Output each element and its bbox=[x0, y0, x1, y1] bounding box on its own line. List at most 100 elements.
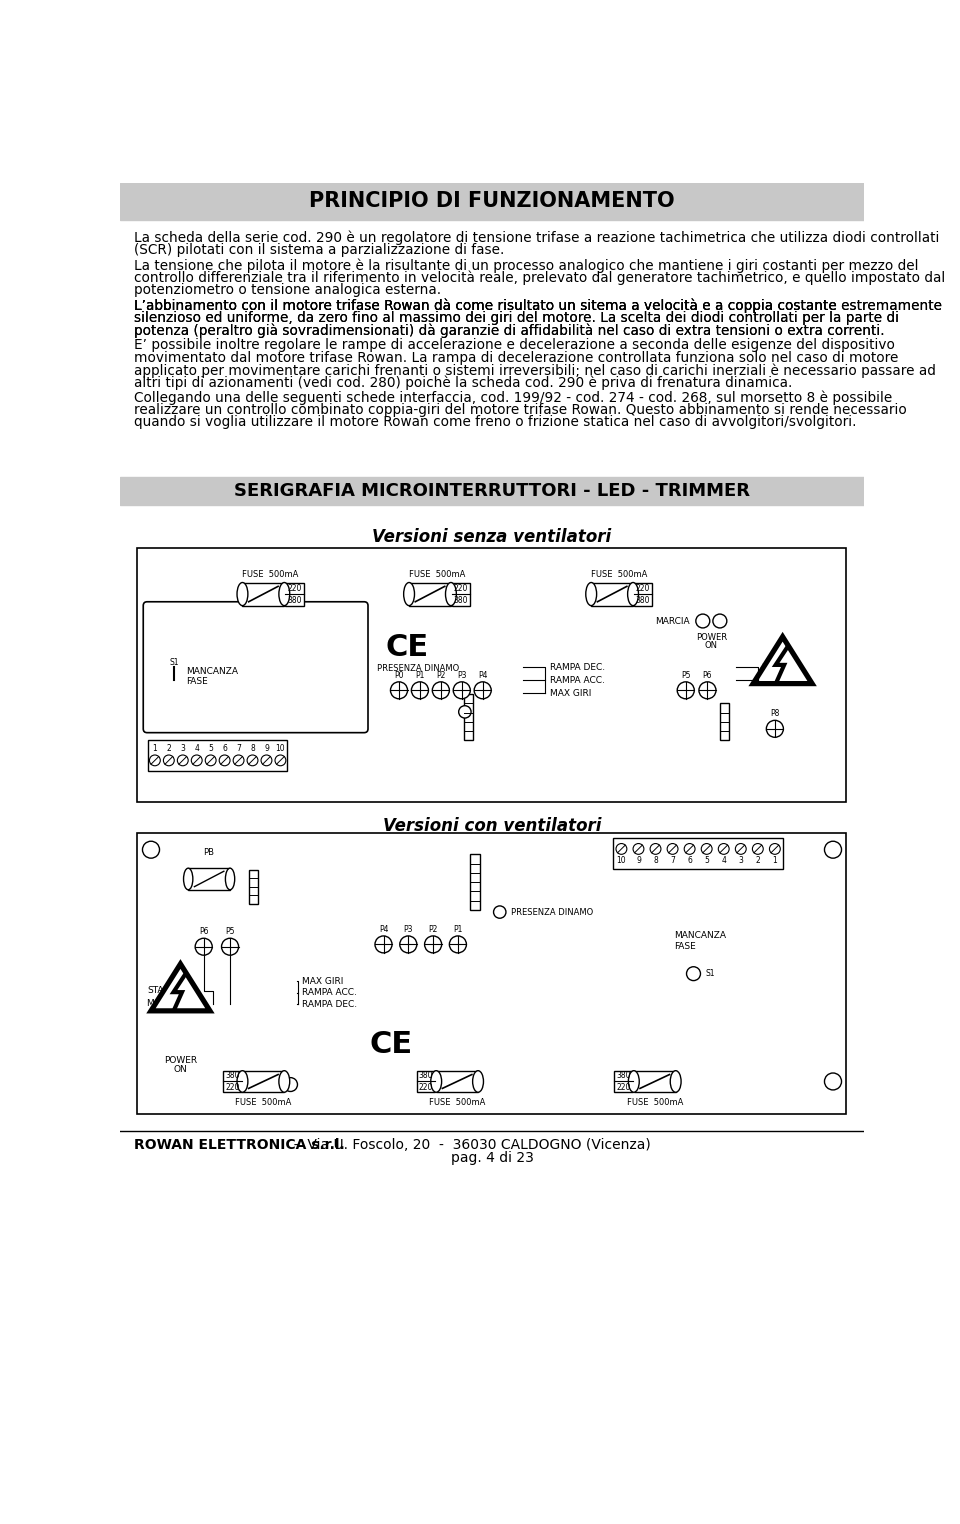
Text: MIN GIRI: MIN GIRI bbox=[761, 663, 801, 672]
Text: RAMPA DEC.: RAMPA DEC. bbox=[302, 1000, 357, 1009]
Text: quando si voglia utilizzare il motore Rowan come freno o frizione statica nel ca: quando si voglia utilizzare il motore Ro… bbox=[134, 416, 856, 430]
Circle shape bbox=[432, 681, 449, 700]
Text: 4: 4 bbox=[194, 744, 199, 753]
Bar bbox=[120, 183, 864, 219]
Circle shape bbox=[195, 939, 212, 956]
Text: 380: 380 bbox=[636, 596, 650, 605]
Text: pag. 4 di 23: pag. 4 di 23 bbox=[450, 1152, 534, 1166]
Ellipse shape bbox=[237, 1071, 248, 1093]
Circle shape bbox=[412, 681, 428, 700]
Ellipse shape bbox=[278, 1071, 290, 1093]
Text: MARCIA: MARCIA bbox=[240, 1081, 275, 1090]
Text: MIN GIRI: MIN GIRI bbox=[147, 1000, 185, 1009]
Text: P0: P0 bbox=[395, 671, 404, 680]
Bar bbox=[436, 1071, 478, 1093]
Text: P3: P3 bbox=[457, 671, 467, 680]
Text: 5: 5 bbox=[208, 744, 213, 753]
Circle shape bbox=[219, 754, 230, 765]
Circle shape bbox=[283, 1077, 298, 1091]
Text: PRESENZA DINAMO: PRESENZA DINAMO bbox=[511, 908, 593, 916]
Bar bbox=[614, 1071, 633, 1093]
Text: 220: 220 bbox=[636, 584, 650, 593]
Text: silenzioso ed uniforme, da zero fino al massimo dei giri del motore. La scelta d: silenzioso ed uniforme, da zero fino al … bbox=[134, 311, 899, 325]
Text: ROWAN ELETTRONICA s.r.l.: ROWAN ELETTRONICA s.r.l. bbox=[134, 1137, 345, 1152]
Ellipse shape bbox=[628, 582, 638, 605]
Text: S1: S1 bbox=[170, 658, 179, 668]
Text: STABILITA': STABILITA' bbox=[761, 675, 807, 684]
Text: 7: 7 bbox=[670, 856, 675, 866]
Text: 10: 10 bbox=[276, 744, 285, 753]
Bar bbox=[634, 582, 653, 605]
Circle shape bbox=[375, 936, 392, 952]
Text: E’ possibile inoltre regolare le rampe di accelerazione e decelerazione a second: E’ possibile inoltre regolare le rampe d… bbox=[134, 338, 895, 352]
Text: RAMPA ACC.: RAMPA ACC. bbox=[550, 675, 605, 684]
Ellipse shape bbox=[237, 582, 248, 605]
Bar bbox=[243, 582, 284, 605]
Bar bbox=[720, 704, 730, 741]
Text: P6: P6 bbox=[199, 927, 208, 936]
Text: Versioni con ventilatori: Versioni con ventilatori bbox=[383, 817, 601, 835]
Polygon shape bbox=[755, 639, 810, 683]
Text: 220: 220 bbox=[226, 1084, 240, 1093]
Circle shape bbox=[770, 844, 780, 855]
Text: Collegando una delle seguenti schede interfaccia, cod. 199/92 - cod. 274 - cod. : Collegando una delle seguenti schede int… bbox=[134, 390, 892, 405]
Circle shape bbox=[684, 844, 695, 855]
Text: -  Via U. Foscolo, 20  -  36030 CALDOGNO (Vicenza): - Via U. Foscolo, 20 - 36030 CALDOGNO (V… bbox=[285, 1137, 651, 1152]
Bar bbox=[137, 832, 846, 1114]
Circle shape bbox=[677, 681, 694, 700]
Ellipse shape bbox=[226, 869, 234, 890]
Circle shape bbox=[453, 681, 470, 700]
Text: S1: S1 bbox=[706, 969, 715, 978]
Ellipse shape bbox=[670, 1071, 681, 1093]
Text: 7: 7 bbox=[236, 744, 241, 753]
Circle shape bbox=[247, 754, 258, 765]
Text: L’abbinamento con il motore trifase Rowan dà come risultato un sitema a velocità: L’abbinamento con il motore trifase Rowa… bbox=[134, 299, 942, 312]
Text: FUSE  500mA: FUSE 500mA bbox=[627, 1099, 683, 1108]
Circle shape bbox=[735, 844, 746, 855]
Text: MANCANZA
FASE: MANCANZA FASE bbox=[186, 668, 238, 686]
Bar bbox=[409, 582, 451, 605]
Text: ON: ON bbox=[174, 1065, 187, 1074]
Text: POWER: POWER bbox=[164, 1056, 197, 1065]
Text: P6: P6 bbox=[703, 671, 712, 680]
Text: PRESENZA DINAMO: PRESENZA DINAMO bbox=[377, 664, 460, 674]
Circle shape bbox=[449, 936, 467, 952]
Text: P5: P5 bbox=[226, 927, 235, 936]
Text: RAMPA ACC.: RAMPA ACC. bbox=[302, 989, 357, 997]
Text: silenzioso ed uniforme, da zero fino al massimo dei giri del motore. La scelta d: silenzioso ed uniforme, da zero fino al … bbox=[134, 311, 899, 325]
Text: controllo differenziale tra il riferimento in velocità reale, prelevato dal gene: controllo differenziale tra il riferimen… bbox=[134, 271, 946, 285]
Text: potenziometro o tensione analogica esterna.: potenziometro o tensione analogica ester… bbox=[134, 283, 441, 297]
Ellipse shape bbox=[445, 582, 456, 605]
Circle shape bbox=[474, 681, 492, 700]
Bar bbox=[470, 855, 480, 910]
Bar bbox=[120, 477, 864, 504]
Text: P2: P2 bbox=[428, 925, 438, 934]
Ellipse shape bbox=[431, 1071, 442, 1093]
Circle shape bbox=[399, 936, 417, 952]
Bar bbox=[464, 693, 473, 741]
Text: CE: CE bbox=[370, 1030, 413, 1059]
Bar bbox=[634, 1071, 676, 1093]
Text: 220: 220 bbox=[419, 1084, 433, 1093]
Text: MARCIA: MARCIA bbox=[655, 617, 689, 625]
Circle shape bbox=[459, 706, 471, 718]
Text: FUSE  500mA: FUSE 500mA bbox=[243, 570, 299, 579]
Bar bbox=[612, 838, 783, 869]
Circle shape bbox=[163, 754, 175, 765]
Circle shape bbox=[766, 721, 783, 738]
Text: 220: 220 bbox=[616, 1084, 631, 1093]
Circle shape bbox=[205, 754, 216, 765]
Text: potenza (peraltro già sovradimensionati) dà garanzie di affidabilità nel caso di: potenza (peraltro già sovradimensionati)… bbox=[134, 323, 884, 337]
Bar bbox=[591, 582, 633, 605]
Text: L’abbinamento con il motore trifase Rowan dà come risultato un sitema a velocità: L’abbinamento con il motore trifase Rowa… bbox=[134, 299, 942, 312]
Polygon shape bbox=[153, 966, 208, 1010]
Text: PB: PB bbox=[204, 847, 215, 856]
Circle shape bbox=[233, 754, 244, 765]
Bar bbox=[249, 870, 257, 904]
Text: 4: 4 bbox=[721, 856, 726, 866]
Circle shape bbox=[701, 844, 712, 855]
Text: P2: P2 bbox=[436, 671, 445, 680]
Text: 1: 1 bbox=[153, 744, 157, 753]
Text: applicato per movimentare carichi frenanti o sistemi irreversibili; nel caso di : applicato per movimentare carichi frenan… bbox=[134, 363, 936, 378]
Circle shape bbox=[391, 681, 408, 700]
